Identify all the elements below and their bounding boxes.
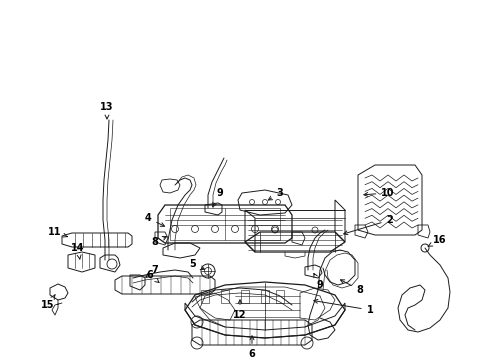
Text: 9: 9 [314, 273, 323, 290]
Text: 8: 8 [341, 280, 364, 295]
Text: 13: 13 [100, 102, 114, 119]
Text: 10: 10 [364, 188, 395, 198]
Text: 4: 4 [145, 213, 165, 226]
Text: 8: 8 [151, 237, 167, 247]
Text: 16: 16 [428, 235, 447, 247]
Text: 6: 6 [147, 270, 159, 283]
Text: 9: 9 [213, 188, 223, 207]
Text: 6: 6 [248, 336, 255, 359]
Text: 2: 2 [343, 215, 393, 235]
Text: 7: 7 [146, 265, 158, 278]
Text: 11: 11 [48, 227, 67, 237]
Text: 15: 15 [41, 295, 55, 310]
Text: 5: 5 [190, 259, 204, 270]
Text: 1: 1 [314, 300, 373, 315]
Text: 14: 14 [71, 243, 85, 259]
Text: 3: 3 [269, 188, 283, 200]
Text: 12: 12 [233, 300, 247, 320]
